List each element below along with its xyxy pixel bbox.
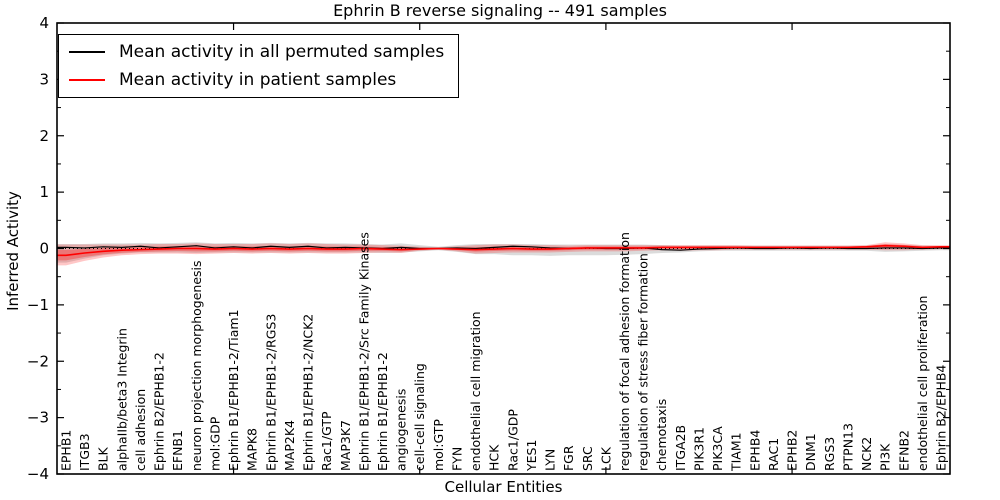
x-category-label: cell adhesion (133, 389, 148, 471)
x-category-label: Ephrin B1/EPHB1-2/Tiam1 (226, 309, 241, 471)
x-category-label: DNM1 (803, 433, 818, 471)
x-category-label: chemotaxis (654, 399, 669, 471)
x-category-label: PI3K (878, 443, 893, 471)
y-tick-label: 4 (39, 14, 49, 32)
x-category-label: FYN (449, 447, 464, 471)
x-category-label: Rac1/GTP (319, 411, 334, 471)
x-category-label: neuron projection morphogenesis (189, 260, 204, 471)
x-category-label: PIK3CA (710, 426, 725, 471)
x-category-label: ITGB3 (77, 433, 92, 471)
x-category-label: Rac1/GDP (505, 409, 520, 471)
x-category-label: ITGA2B (673, 425, 688, 471)
y-tick-label: 0 (39, 240, 49, 258)
legend-label-patient: Mean activity in patient samples (119, 70, 397, 90)
x-category-label: endothelial cell proliferation (915, 296, 930, 471)
x-category-label: MAPK8 (245, 428, 260, 471)
legend-label-permuted: Mean activity in all permuted samples (119, 42, 445, 62)
y-tick-label: 2 (39, 127, 49, 145)
permuted-mean-line (57, 245, 950, 251)
x-category-label: alphaIIb/beta3 Integrin (114, 328, 129, 471)
y-tick-label: 3 (39, 70, 49, 88)
x-category-label: FGR (561, 445, 576, 471)
x-category-label: mol:GDP (207, 416, 222, 471)
x-category-label: EPHB1 (59, 430, 74, 471)
x-category-label: mol:GTP (431, 419, 446, 471)
x-category-label: RAC1 (766, 438, 781, 471)
x-axis-title: Cellular Entities (444, 478, 563, 496)
x-category-label: Ephrin B1/EPHB1-2 (375, 352, 390, 471)
x-category-label: regulation of stress fiber formation (636, 253, 651, 471)
x-category-label: MAP3K7 (338, 420, 353, 471)
x-category-label: NCK2 (859, 437, 874, 471)
x-category-label: Ephrin B1/EPHB1-2/NCK2 (301, 314, 316, 471)
x-category-label: SRC (580, 446, 595, 471)
legend-item-permuted: Mean activity in all permuted samples (69, 42, 444, 62)
legend-item-patient: Mean activity in patient samples (69, 70, 444, 90)
x-category-label: HCK (487, 444, 502, 471)
patient-line-swatch (69, 79, 105, 81)
x-category-label: TIAM1 (729, 432, 744, 472)
x-category-label: MAP2K4 (282, 420, 297, 471)
y-tick-label: −3 (27, 409, 49, 427)
y-tick-label: −1 (27, 296, 49, 314)
x-category-label: BLK (96, 446, 111, 471)
x-category-label: Ephrin B1/EPHB1-2/Src Family Kinases (356, 232, 371, 471)
permuted-line-swatch (69, 51, 105, 53)
y-tick-label: −2 (27, 352, 49, 370)
x-category-label: LCK (598, 446, 613, 471)
x-category-label: LYN (543, 449, 558, 471)
legend-box: Mean activity in all permuted samples Me… (58, 34, 460, 98)
x-category-label: EPHB2 (785, 430, 800, 471)
x-category-label: regulation of focal adhesion formation (617, 232, 632, 471)
x-category-label: Ephrin B2/EPHB4 (934, 365, 949, 471)
x-category-label: Ephrin B2/EPHB1-2 (152, 352, 167, 471)
x-category-label: cell-cell signaling (412, 363, 427, 471)
y-tick-label: 1 (39, 183, 49, 201)
patient-mean-line (57, 244, 950, 257)
x-category-label: endothelial cell migration (468, 311, 483, 471)
x-category-label: PIK3R1 (691, 427, 706, 471)
y-tick-label: −4 (27, 465, 49, 483)
x-category-label: PTPN13 (840, 423, 855, 471)
x-category-label: Ephrin B1/EPHB1-2/RGS3 (263, 314, 278, 471)
x-category-label: EPHB4 (747, 430, 762, 471)
x-category-label: EFNB1 (170, 430, 185, 471)
chart-title: Ephrin B reverse signaling -- 491 sample… (333, 1, 667, 20)
x-category-label: RGS3 (822, 437, 837, 471)
x-category-label: YES1 (524, 440, 539, 472)
x-category-label: angiogenesis (394, 389, 409, 471)
x-category-label: EFNB2 (896, 430, 911, 471)
